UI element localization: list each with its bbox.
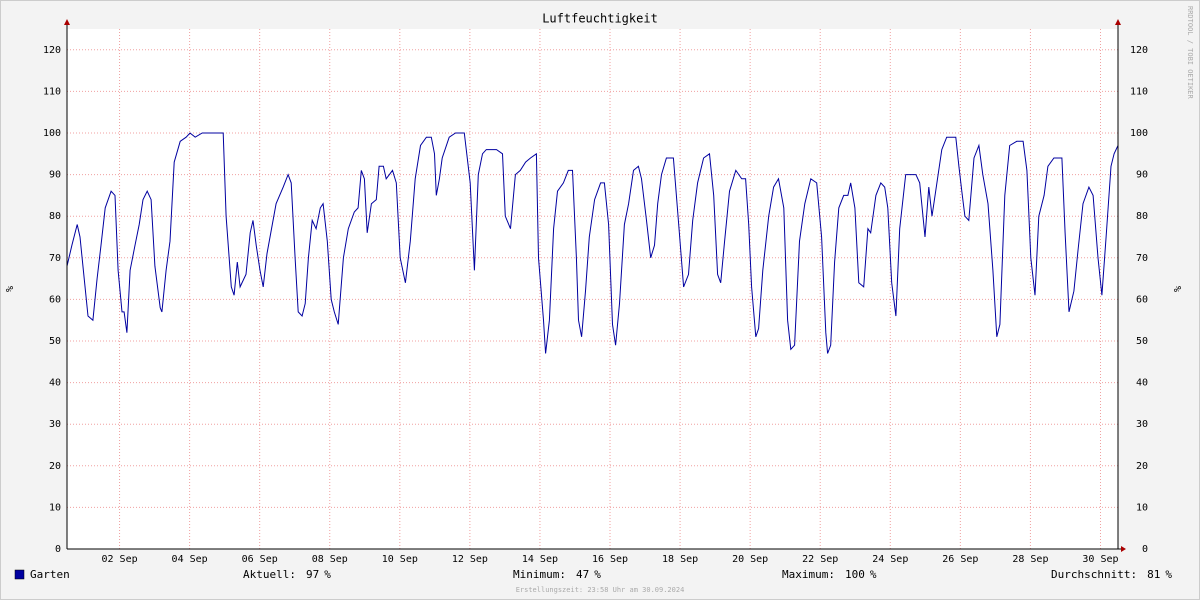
y-axis-label-right: % bbox=[1173, 286, 1184, 292]
y-tick-label-right: 120 bbox=[1130, 45, 1148, 56]
x-tick-label: 14 Sep bbox=[522, 554, 558, 565]
y-tick-label: 20 bbox=[49, 461, 61, 472]
arrow bbox=[1115, 19, 1121, 25]
y-tick-label-right: 100 bbox=[1130, 128, 1148, 139]
stat-label: Durchschnitt: bbox=[1051, 568, 1137, 581]
stat-label: Maximum: bbox=[782, 568, 835, 581]
legend-stat: Aktuell: 97% bbox=[243, 568, 331, 581]
x-tick-label: 20 Sep bbox=[732, 554, 768, 565]
stat-value: 47 bbox=[576, 568, 589, 581]
y-tick-label-right: 30 bbox=[1136, 419, 1148, 430]
y-tick-label-right: 20 bbox=[1136, 461, 1148, 472]
stat-label: Minimum: bbox=[513, 568, 566, 581]
legend-stat: Minimum: 47% bbox=[513, 568, 601, 581]
x-tick-label: 30 Sep bbox=[1082, 554, 1118, 565]
x-tick-label: 12 Sep bbox=[452, 554, 488, 565]
stat-unit: % bbox=[324, 568, 331, 581]
stat-unit: % bbox=[594, 568, 601, 581]
marks bbox=[66, 132, 1119, 354]
stat-value: 97 bbox=[306, 568, 319, 581]
x-tick-label: 08 Sep bbox=[312, 554, 348, 565]
legend-label: Garten bbox=[30, 568, 70, 581]
legend-swatch bbox=[14, 569, 25, 580]
y-axis-label: % bbox=[5, 286, 16, 292]
x-tick-label: 22 Sep bbox=[802, 554, 838, 565]
y-tick-label: 120 bbox=[43, 45, 61, 56]
x-tick-label: 24 Sep bbox=[872, 554, 908, 565]
y-tick-label-right: 0 bbox=[1142, 544, 1148, 555]
x-tick-label: 02 Sep bbox=[101, 554, 137, 565]
x-tick-label: 16 Sep bbox=[592, 554, 628, 565]
y-tick-label: 90 bbox=[49, 170, 61, 181]
y-tick-label: 10 bbox=[49, 502, 61, 513]
stat-value: 81 bbox=[1147, 568, 1160, 581]
y-tick-label: 100 bbox=[43, 128, 61, 139]
watermark: RRDTOOL / TOBI OETIKER bbox=[1186, 6, 1194, 100]
line bbox=[66, 132, 1119, 354]
x-tick-label: 28 Sep bbox=[1012, 554, 1048, 565]
stat-label: Aktuell: bbox=[243, 568, 296, 581]
footer: Erstellungszeit: 23:58 Uhr am 30.09.2024 bbox=[516, 586, 685, 594]
y-tick-label: 40 bbox=[49, 378, 61, 389]
x-tick-label: 04 Sep bbox=[172, 554, 208, 565]
y-tick-label: 0 bbox=[55, 544, 61, 555]
y-tick-label-right: 110 bbox=[1130, 86, 1148, 97]
y-tick-label-right: 60 bbox=[1136, 294, 1148, 305]
arrow bbox=[1121, 546, 1126, 552]
y-tick-label-right: 40 bbox=[1136, 378, 1148, 389]
legend-stat: Durchschnitt: 81% bbox=[1051, 568, 1172, 581]
arrow bbox=[64, 19, 70, 25]
y-tick-label: 30 bbox=[49, 419, 61, 430]
stat-unit: % bbox=[870, 568, 877, 581]
y-tick-label: 110 bbox=[43, 86, 61, 97]
x-tick-label: 18 Sep bbox=[662, 554, 698, 565]
y-tick-label: 50 bbox=[49, 336, 61, 347]
y-tick-label: 60 bbox=[49, 294, 61, 305]
x-tick-label: 06 Sep bbox=[242, 554, 278, 565]
y-tick-label-right: 50 bbox=[1136, 336, 1148, 347]
x-tick-label: 10 Sep bbox=[382, 554, 418, 565]
stat-value: 100 bbox=[845, 568, 865, 581]
y-tick-label: 80 bbox=[49, 211, 61, 222]
chart-title: Luftfeuchtigkeit bbox=[542, 12, 658, 26]
y-tick-label-right: 70 bbox=[1136, 253, 1148, 264]
x-tick-label: 26 Sep bbox=[942, 554, 978, 565]
y-tick-label-right: 10 bbox=[1136, 502, 1148, 513]
y-tick-label: 70 bbox=[49, 253, 61, 264]
legend-stat: Maximum: 100% bbox=[782, 568, 877, 581]
stat-unit: % bbox=[1165, 568, 1172, 581]
plot-area bbox=[67, 29, 1118, 549]
y-tick-label-right: 80 bbox=[1136, 211, 1148, 222]
y-tick-label-right: 90 bbox=[1136, 170, 1148, 181]
